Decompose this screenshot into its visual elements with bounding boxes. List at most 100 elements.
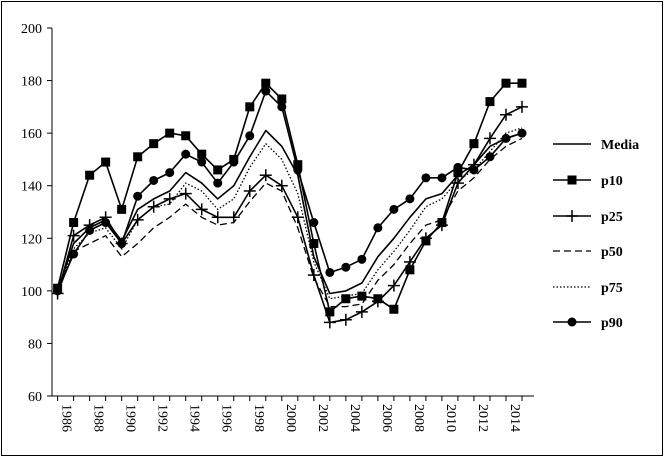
legend: Media p10 p25 p50 p75 p90 [553,138,639,331]
data-point-p90 [181,149,191,159]
data-point-p25 [227,211,240,224]
legend-label: p50 [601,245,623,260]
legend-marker [567,317,577,327]
legend-item-p10: p10 [553,174,623,189]
x-tick-label: 2000 [283,404,298,432]
data-point-p25 [275,179,288,192]
legend-item-p75: p75 [553,281,623,296]
data-point-p10 [85,170,95,180]
data-point-p90 [437,173,447,183]
data-point-p10 [357,291,367,301]
series-line-p25 [56,106,523,324]
data-point-p90 [149,175,159,185]
data-point-p25 [499,108,512,121]
data-point-p90 [421,173,431,183]
series-line-media [56,129,523,295]
y-tick-label: 200 [21,22,42,37]
data-point-p25 [163,192,176,205]
series-p50 [56,137,523,308]
data-point-p10 [293,160,303,170]
data-point-p10 [181,131,191,141]
data-point-p25 [67,229,80,242]
x-tick-label: 1988 [91,404,106,432]
data-point-p90 [69,249,79,259]
data-point-p10 [261,78,271,88]
data-point-p25 [195,203,208,216]
legend-item-p90: p90 [553,316,623,331]
data-point-p25 [339,313,352,326]
data-point-p10 [245,102,255,112]
data-point-p25 [403,255,416,268]
data-point-p10 [165,128,175,138]
data-point-p90 [101,218,111,228]
x-tick-label: 2006 [379,404,394,432]
data-point-p25 [387,279,400,292]
y-tick-label: 60 [28,390,42,405]
data-point-p10 [341,294,351,304]
legend-item-p25: p25 [553,210,623,225]
data-point-p25 [371,295,384,308]
data-point-p25 [323,316,336,329]
y-tick-label: 100 [21,285,42,300]
data-point-p90 [341,262,351,272]
data-point-p90 [453,162,463,172]
axes: 60 80 100 120 140 160 180 200 1986 1988 1990 1992 19… [21,22,534,432]
data-point-p90 [293,165,303,175]
data-point-p90 [261,86,271,96]
x-tick-label: 2008 [411,404,426,432]
data-point-p90 [245,131,255,141]
x-tick-label: 2010 [443,404,458,432]
data-point-p25 [483,132,496,145]
data-point-p10 [325,307,335,317]
data-point-p10 [389,304,399,314]
data-point-p90 [357,254,367,264]
legend-label: p75 [601,281,623,296]
y-tick-label: 140 [21,180,42,195]
data-point-p90 [309,218,319,228]
data-point-p10 [197,149,207,159]
data-point-p90 [229,157,239,167]
data-point-p25 [451,177,464,190]
x-tick-label: 2004 [347,404,362,432]
data-point-p90 [85,225,95,235]
data-point-p90 [485,152,495,162]
y-tick-label: 80 [28,337,42,352]
legend-item-p50: p50 [553,245,623,260]
data-point-p10 [69,218,79,228]
x-tick-label: 2012 [475,404,490,432]
x-tick-label: 1996 [219,404,234,432]
data-point-p90 [469,165,479,175]
data-point-p90 [197,157,207,167]
data-point-p25 [419,232,432,245]
data-point-p90 [373,223,383,233]
data-point-p25 [307,269,320,282]
data-point-p90 [517,128,527,138]
data-point-p25 [355,305,368,318]
y-tick-label: 180 [21,75,42,90]
series-p90 [53,86,527,296]
data-point-p90 [325,267,335,277]
legend-label: Media [601,138,639,153]
data-point-p10 [405,265,415,275]
y-tick-label: 120 [21,232,42,247]
data-point-p90 [501,133,511,143]
y-tick-label: 160 [21,127,42,142]
data-point-p25 [515,100,528,113]
legend-marker [567,175,577,185]
series-layer [51,78,528,329]
data-point-p10 [277,94,287,104]
series-line-p50 [56,137,523,308]
data-point-p10 [309,239,319,249]
x-tick-label: 1998 [251,404,266,432]
legend-label: p10 [601,174,623,189]
data-point-p25 [243,184,256,197]
data-point-p10 [117,204,127,214]
data-point-p25 [179,187,192,200]
data-point-p90 [165,168,175,178]
data-point-p10 [101,157,111,167]
data-point-p10 [213,165,223,175]
x-tick-label: 1986 [59,404,74,432]
data-point-p10 [133,152,143,162]
legend-label: p90 [601,316,623,331]
